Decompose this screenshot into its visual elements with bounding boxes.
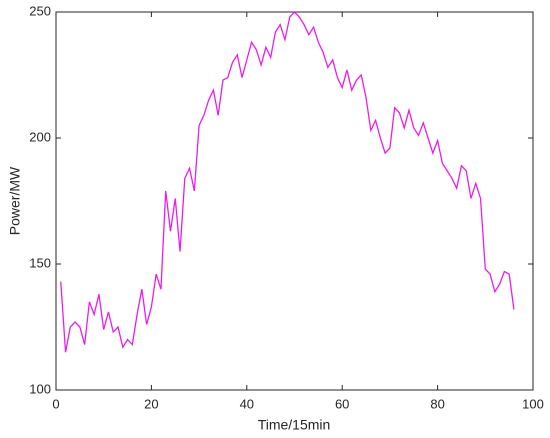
x-tick-label: 0 xyxy=(52,396,59,411)
y-tick-label: 100 xyxy=(29,381,51,396)
y-tick-label: 150 xyxy=(29,255,51,270)
data-line xyxy=(60,11,515,353)
x-tick-label: 80 xyxy=(430,396,444,411)
y-tick-label: 250 xyxy=(29,3,51,18)
x-tick-label: 60 xyxy=(335,396,349,411)
x-tick-label: 20 xyxy=(144,396,158,411)
x-tick-label: 100 xyxy=(522,396,544,411)
plot-frame xyxy=(55,11,534,391)
y-axis-label: Power/MW xyxy=(7,166,23,235)
x-axis-label: Time/15min xyxy=(258,417,331,433)
y-tick-label: 200 xyxy=(29,129,51,144)
x-tick-label: 40 xyxy=(240,396,254,411)
